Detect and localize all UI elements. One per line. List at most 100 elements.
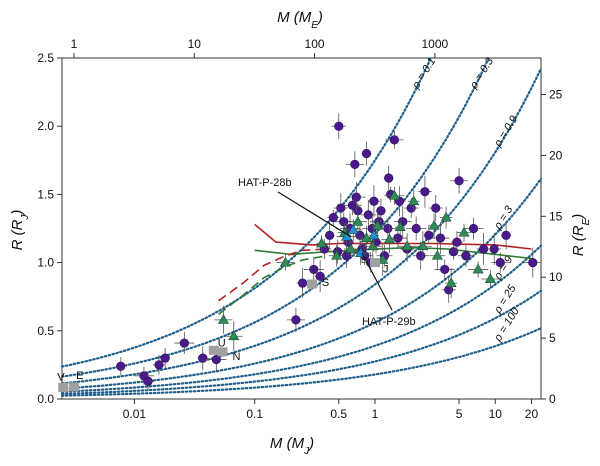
y-tick-label-left: 2.0 <box>37 119 54 133</box>
solar-planet-marker <box>69 382 80 392</box>
solar-planet-label: J <box>383 264 389 276</box>
planet-point <box>360 232 373 242</box>
annotation-label: HAT-P-28b <box>238 177 292 189</box>
planet-point <box>297 278 308 288</box>
planet-point <box>316 237 328 248</box>
planet-point <box>388 189 400 200</box>
planet-point <box>228 330 240 341</box>
solar-planet-label: U <box>218 337 226 349</box>
planet-point <box>334 121 344 131</box>
planet-point <box>347 224 359 234</box>
planet-point <box>361 148 372 159</box>
solar-planet-marker <box>58 382 69 392</box>
solar-planet-marker <box>208 345 219 355</box>
planet-point <box>420 187 430 197</box>
planet-point <box>367 240 379 251</box>
planet-point <box>217 314 229 324</box>
density-curve <box>60 57 490 378</box>
density-curve <box>60 289 543 395</box>
planet-point <box>198 353 208 363</box>
y-tick-label-right: 5 <box>549 331 556 345</box>
planet-point <box>154 360 164 370</box>
planet-point <box>383 233 396 244</box>
annotation-label: HAT-P-29b <box>362 316 416 328</box>
y-axis-title-left: R (RJ) <box>9 210 31 251</box>
planet-point <box>445 277 457 287</box>
planet-point <box>440 264 450 275</box>
annotations: HAT-P-28b HAT-P-29b <box>238 177 416 328</box>
planet-point <box>431 203 441 213</box>
planet-point <box>484 273 496 283</box>
planet-point <box>315 271 325 281</box>
y-tick-label-left: 1.0 <box>37 256 54 270</box>
planet-point <box>368 229 380 240</box>
y-tick-label-left: 1.5 <box>37 187 54 201</box>
model-curve <box>218 248 328 302</box>
density-curve <box>60 327 543 397</box>
planet-point <box>468 223 479 234</box>
y-tick-label-right: 15 <box>549 209 563 223</box>
planet-point <box>435 233 446 243</box>
planet-point <box>160 353 170 363</box>
planet-point <box>452 237 462 247</box>
density-curve <box>60 56 432 368</box>
planet-point <box>479 244 489 254</box>
planet-point <box>345 243 357 253</box>
planet-point <box>377 254 389 264</box>
x-axis-title-top: M (ME) <box>277 9 323 31</box>
density-curve <box>60 177 543 390</box>
planet-point <box>495 258 505 268</box>
solar-planet-label: V <box>57 371 65 383</box>
x-tick-label-bottom: 0.1 <box>246 407 263 421</box>
y-tick-label-left: 0.0 <box>37 392 54 406</box>
solar-planet-label: N <box>233 351 241 363</box>
planet-point <box>458 226 470 237</box>
planet-point <box>393 233 403 243</box>
planet-point <box>417 240 429 251</box>
data-points <box>115 113 542 391</box>
planet-point <box>372 219 384 230</box>
tick-layer: 0.01 0.1 0.5 1 5 10 201 10 100 10000.00.51.01.52.… <box>37 37 562 421</box>
x-tick-label-bottom: 20 <box>525 407 539 421</box>
annotation-leader <box>361 252 393 311</box>
x-tick-label-top: 10 <box>188 37 202 51</box>
planet-point <box>528 258 538 268</box>
planet-point <box>408 195 420 206</box>
planet-point <box>411 223 421 234</box>
annotation-leader <box>277 191 352 238</box>
planet-point <box>339 217 349 227</box>
planet-point <box>383 223 393 234</box>
solar-system-planets: V E UN S J <box>57 258 388 392</box>
x-axis-title-bottom: M (MJ) <box>270 435 314 457</box>
y-axis-title-right: R (RE) <box>570 214 592 257</box>
planet-point <box>350 159 360 169</box>
planet-point <box>291 315 301 325</box>
planet-point <box>325 230 335 240</box>
planet-point <box>401 240 413 251</box>
planet-point <box>384 173 394 183</box>
y-tick-label-right: 10 <box>549 270 563 284</box>
x-tick-label-bottom: 0.5 <box>330 407 347 421</box>
solar-planet-marker <box>369 258 380 268</box>
planet-point <box>279 256 291 267</box>
planet-point <box>179 338 189 348</box>
planet-point <box>363 210 373 220</box>
planet-point <box>501 230 511 240</box>
y-tick-label-right: 20 <box>549 148 563 162</box>
planet-point <box>489 244 499 254</box>
planet-point <box>428 219 440 230</box>
x-tick-label-bottom: 0.01 <box>123 407 147 421</box>
planet-point <box>328 212 338 223</box>
solar-planet-marker <box>217 347 228 357</box>
x-tick-label-top: 1000 <box>421 37 448 51</box>
planet-point <box>416 251 426 261</box>
planet-point <box>461 251 471 261</box>
x-tick-label-bottom: 10 <box>489 407 503 421</box>
planet-point <box>352 215 364 226</box>
y-tick-label-right: 0 <box>549 392 556 406</box>
planet-point <box>431 249 443 260</box>
planet-point <box>211 354 221 365</box>
solar-planet-marker <box>306 279 317 289</box>
y-tick-label-left: 2.5 <box>37 51 54 65</box>
